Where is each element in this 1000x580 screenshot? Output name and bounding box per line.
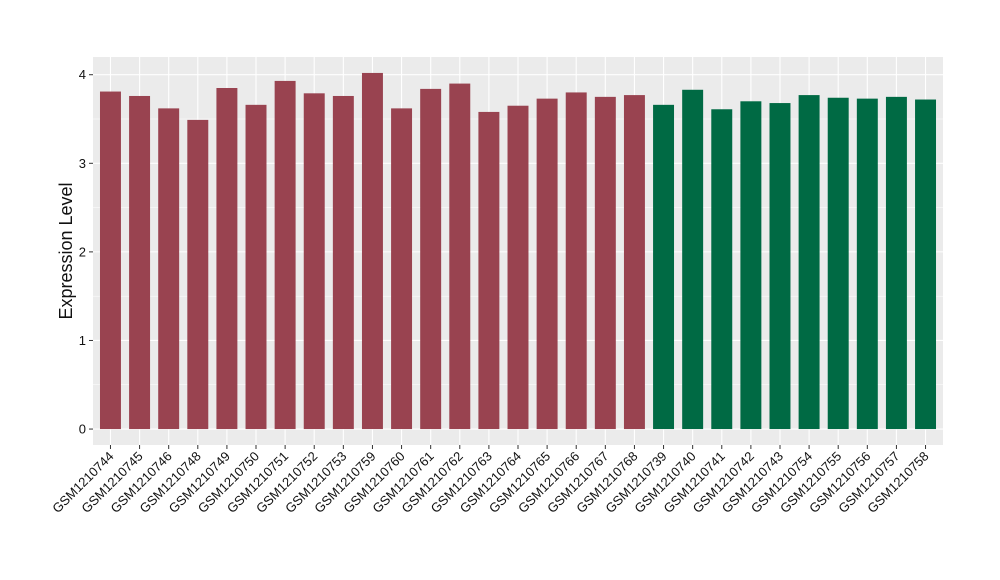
bar [856,98,878,430]
y-tick-label: 0 [79,422,86,437]
y-tick-label: 1 [79,333,86,348]
bar [682,89,704,430]
bar [885,96,907,430]
bar [565,92,587,430]
bar [623,95,645,430]
y-tick-label: 2 [79,244,86,259]
bar [216,88,238,430]
bars-layer [99,72,937,430]
bar [478,111,500,430]
bar [332,95,354,430]
y-axis: 0 1 2 3 4 [79,67,93,437]
bar [536,98,558,430]
y-tick-label: 4 [79,67,86,82]
bar [420,88,442,430]
y-tick-label: 3 [79,156,86,171]
bar [361,72,383,430]
bar [507,105,529,430]
bar [391,108,413,430]
x-axis: GSM1210744GSM1210745GSM1210746GSM1210748… [49,445,932,516]
bar [449,83,471,430]
bar [740,101,762,430]
bar [915,99,937,430]
bar [303,93,325,430]
bar [594,96,616,430]
bar [187,119,209,430]
bar [274,80,296,430]
bar [798,95,820,430]
bar [653,104,675,430]
bar [711,109,733,430]
bar [827,97,849,430]
y-axis-title: Expression Level [56,182,76,319]
bar [245,104,267,430]
bar [129,95,151,430]
bar [769,103,791,430]
bar [158,108,180,430]
bar [99,91,121,430]
